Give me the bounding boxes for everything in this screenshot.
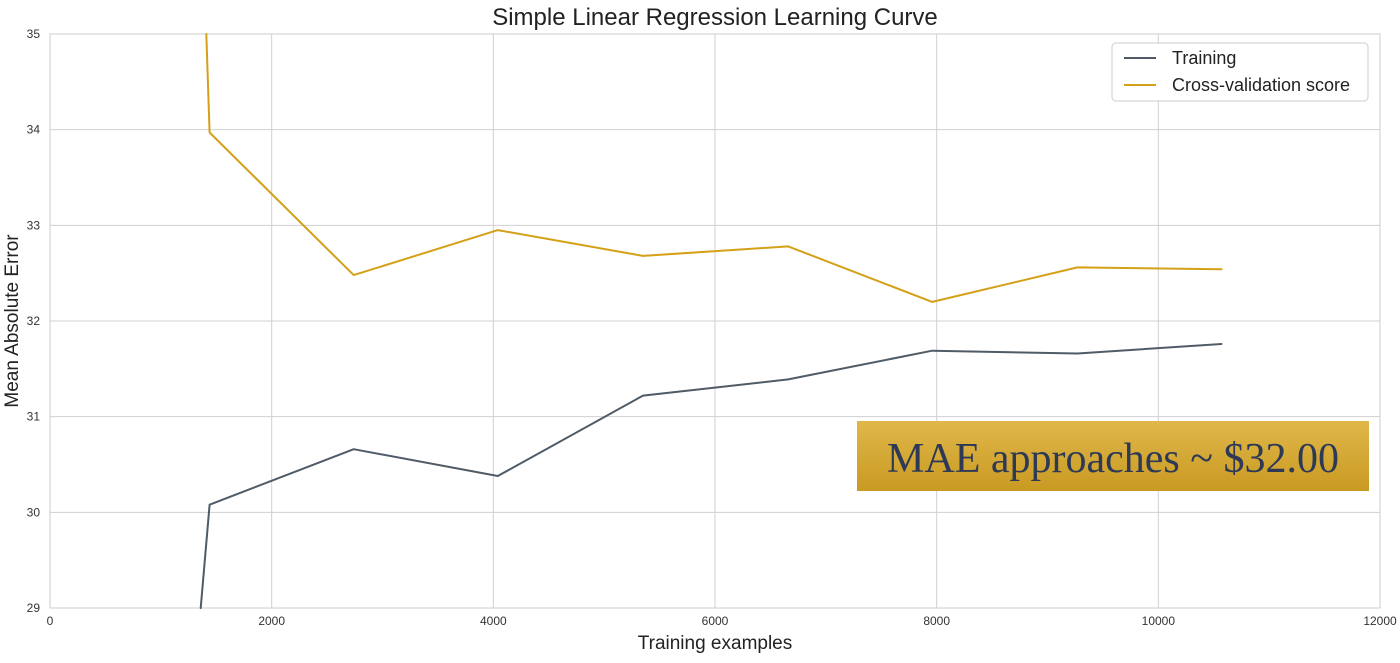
x-tick-label: 10000 — [1142, 614, 1176, 628]
x-tick-label: 0 — [47, 614, 54, 628]
legend: Training Cross-validation score — [1111, 42, 1369, 102]
y-tick-label: 30 — [27, 505, 41, 519]
mae-callout-text: MAE approaches ~ $32.00 — [887, 436, 1339, 482]
y-tick-label: 29 — [27, 601, 41, 615]
cross-validation-line — [205, 33, 1223, 303]
y-tick-label: 31 — [27, 410, 41, 424]
x-tick-label: 8000 — [923, 614, 950, 628]
training-line — [199, 343, 1223, 609]
tick-labels: 0 2000 4000 6000 8000 10000 12000 29 30 31 32 33 34 3… — [27, 27, 1397, 628]
y-tick-label: 33 — [27, 218, 41, 232]
mae-callout-box — [857, 421, 1369, 491]
chart-title: Simple Linear Regression Learning Curve — [492, 4, 938, 31]
x-tick-label: 2000 — [258, 614, 285, 628]
y-tick-label: 35 — [27, 27, 41, 41]
grid-lines — [50, 34, 1380, 608]
legend-label-cross-validation: Cross-validation score — [1172, 75, 1350, 95]
legend-label-training: Training — [1172, 48, 1236, 68]
x-tick-label: 4000 — [480, 614, 507, 628]
x-axis-label: Training examples — [638, 633, 793, 654]
legend-box — [1111, 42, 1369, 102]
y-axis-label: Mean Absolute Error — [2, 234, 23, 408]
series-lines — [199, 33, 1223, 609]
y-tick-label: 34 — [27, 123, 41, 137]
x-tick-label: 6000 — [702, 614, 729, 628]
mae-callout: MAE approaches ~ $32.00 — [857, 421, 1369, 491]
y-tick-label: 32 — [27, 314, 41, 328]
x-tick-label: 12000 — [1363, 614, 1397, 628]
